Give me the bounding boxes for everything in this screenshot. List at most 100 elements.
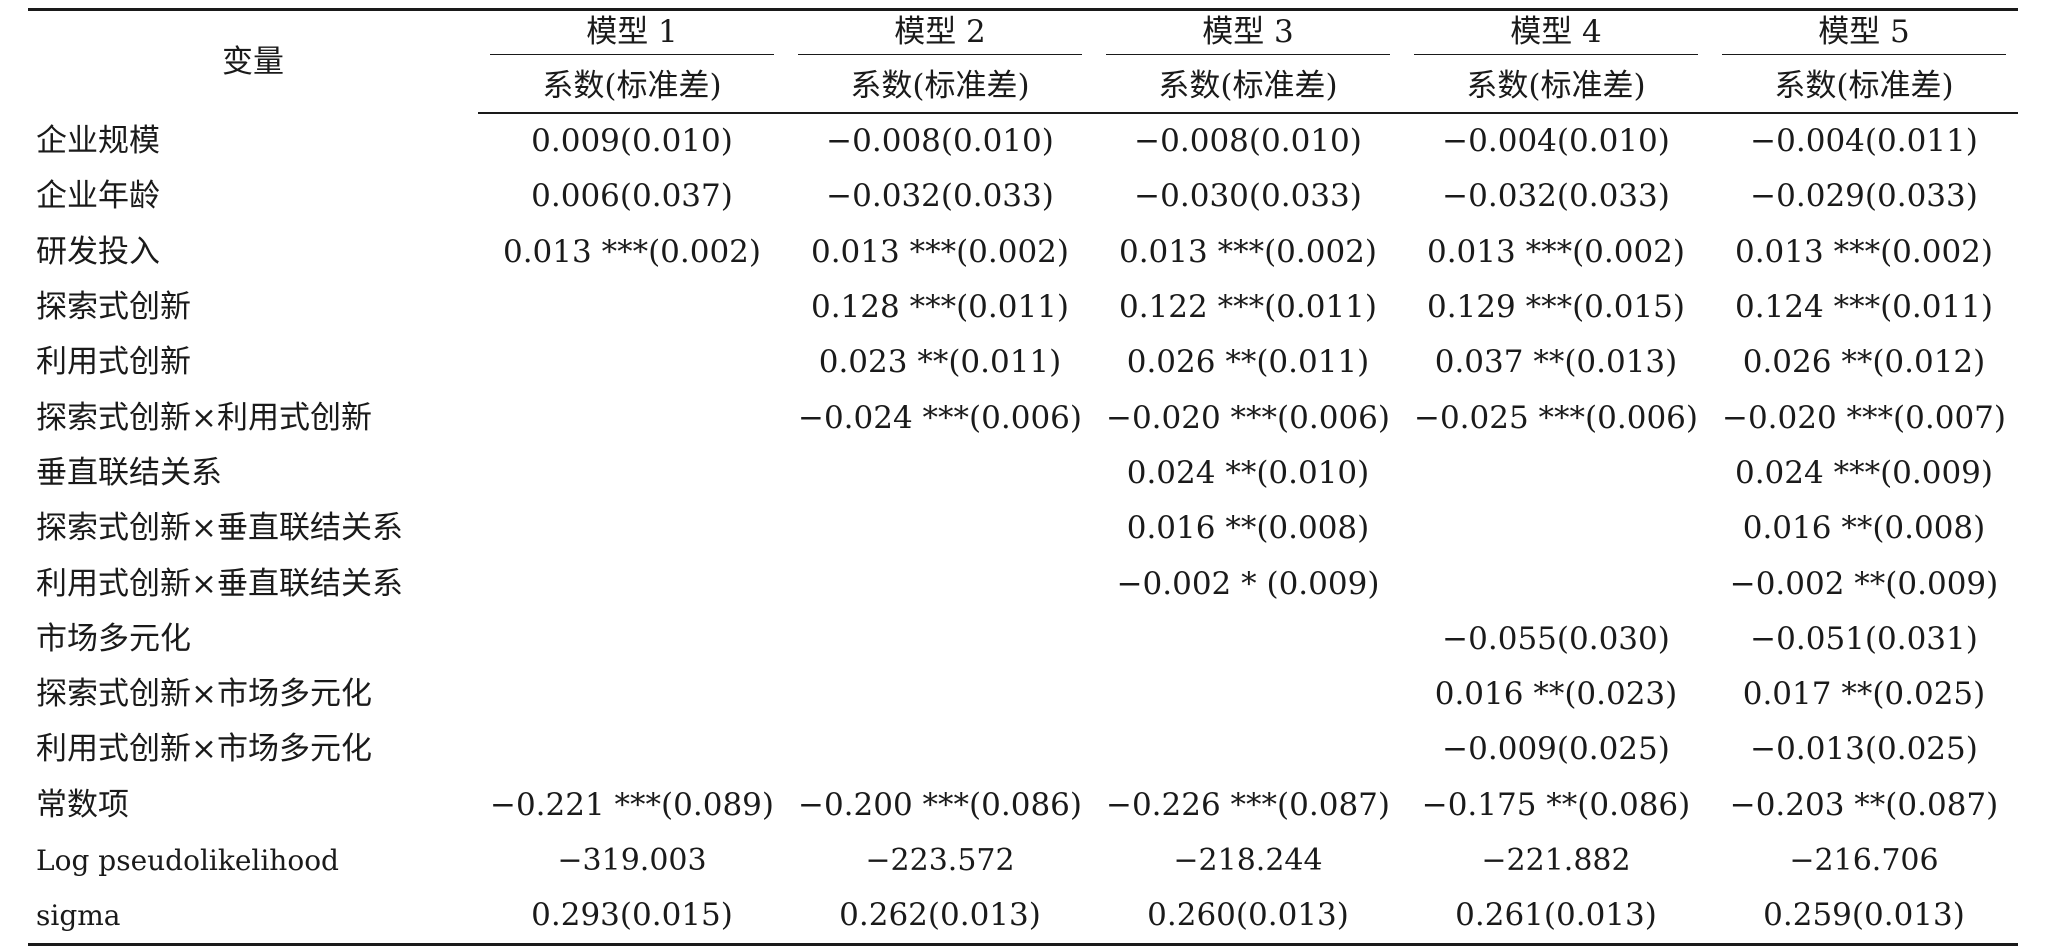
row-label: Log pseudolikelihood <box>36 843 339 877</box>
table-body: 企业规模 0.009(0.010) −0.008(0.010) −0.008(0.01… <box>28 113 2018 946</box>
row-label: 探索式创新 <box>36 289 191 326</box>
table-cell <box>786 722 1094 777</box>
table-cell: −0.024 ***(0.006) <box>797 399 1082 436</box>
table-cell <box>478 446 786 501</box>
table-row: 探索式创新×市场多元化 0.016 **(0.023) 0.017 **(0.025… <box>28 667 2018 722</box>
table-cell: 0.293(0.015) <box>478 888 786 946</box>
model-3-label: 模型 3 <box>1106 17 1390 56</box>
model-2-subheader: 系数(标准差) <box>786 61 1094 114</box>
table-cell: −0.030(0.033) <box>1134 178 1362 215</box>
row-label: 探索式创新×市场多元化 <box>36 676 372 713</box>
model-4-header: 模型 4 <box>1402 8 1710 62</box>
table-cell: −0.013(0.025) <box>1750 731 1978 768</box>
table-cell: −0.020 ***(0.006) <box>1105 399 1390 436</box>
table-cell <box>478 612 786 667</box>
row-label: 垂直联结关系 <box>36 454 222 491</box>
model-1-header: 模型 1 <box>478 8 786 62</box>
table-cell: 0.037 **(0.013) <box>1434 344 1678 381</box>
table-cell: 0.260(0.013) <box>1094 888 1402 946</box>
table-cell: 0.016 **(0.008) <box>1126 510 1370 547</box>
table-row: 垂直联结关系 0.024 **(0.010) 0.024 ***(0.009) <box>28 446 2018 501</box>
table-cell: −0.002 **(0.009) <box>1729 565 1999 602</box>
row-label: 企业规模 <box>36 122 160 159</box>
table-cell: −0.004(0.011) <box>1750 123 1978 160</box>
row-label: 常数项 <box>36 786 129 823</box>
table-row: 利用式创新×垂直联结关系 −0.002 * (0.009) −0.002 **(0.… <box>28 556 2018 611</box>
table-row: 探索式创新×利用式创新 −0.024 ***(0.006) −0.020 ***(0… <box>28 390 2018 445</box>
table-cell: 0.016 **(0.008) <box>1742 510 1986 547</box>
table-cell <box>1402 501 1710 556</box>
table-cell: −0.020 ***(0.007) <box>1721 399 2006 436</box>
table-cell <box>786 556 1094 611</box>
table-cell: 0.017 **(0.025) <box>1742 676 1986 713</box>
table-cell: 0.016 **(0.023) <box>1434 676 1678 713</box>
table-cell <box>478 501 786 556</box>
table-cell: −218.244 <box>1173 842 1323 878</box>
model-4-label: 模型 4 <box>1414 17 1698 56</box>
table-cell: −221.882 <box>1481 842 1631 878</box>
table-cell: 0.024 **(0.010) <box>1126 454 1370 491</box>
table-cell: 0.026 **(0.012) <box>1742 344 1986 381</box>
table-cell: 0.013 ***(0.002) <box>1734 233 1994 270</box>
table-row: 利用式创新×市场多元化 −0.009(0.025) −0.013(0.025) <box>28 722 2018 777</box>
table-cell: 0.013 ***(0.002) <box>810 233 1070 270</box>
table-row: 研发投入 0.013 ***(0.002) 0.013 ***(0.002) 0.01… <box>28 225 2018 280</box>
table-cell: −223.572 <box>865 842 1015 878</box>
table-cell: 0.024 ***(0.009) <box>1734 454 1994 491</box>
table-cell <box>478 556 786 611</box>
table-cell: −0.032(0.033) <box>826 178 1054 215</box>
model-1-subheader: 系数(标准差) <box>478 61 786 114</box>
table-cell <box>478 280 786 335</box>
row-label: 探索式创新×利用式创新 <box>36 399 372 436</box>
table-cell: −0.008(0.010) <box>1134 123 1362 160</box>
row-label: 市场多元化 <box>36 620 191 657</box>
row-label: 企业年龄 <box>36 178 160 215</box>
table-cell: −216.706 <box>1789 842 1939 878</box>
table-cell: −319.003 <box>557 842 707 878</box>
table-row: 企业规模 0.009(0.010) −0.008(0.010) −0.008(0.01… <box>28 113 2018 169</box>
table-cell: 0.026 **(0.011) <box>1126 344 1370 381</box>
row-label: 探索式创新×垂直联结关系 <box>36 510 403 547</box>
table-cell <box>1094 722 1402 777</box>
table-cell <box>786 612 1094 667</box>
table-cell: −0.200 ***(0.086) <box>797 786 1082 823</box>
table-cell: 0.006(0.037) <box>531 178 733 215</box>
table-cell <box>478 667 786 722</box>
table-cell <box>478 335 786 390</box>
table-row: 企业年龄 0.006(0.037) −0.032(0.033) −0.030(0.03… <box>28 169 2018 224</box>
table-cell: 0.128 ***(0.011) <box>810 289 1070 326</box>
table-cell: 0.122 ***(0.011) <box>1118 289 1378 326</box>
table-cell <box>786 501 1094 556</box>
row-label: 利用式创新×垂直联结关系 <box>36 565 403 602</box>
table-cell: −0.004(0.010) <box>1442 123 1670 160</box>
table-row: 常数项 −0.221 ***(0.089) −0.200 ***(0.086) −0.… <box>28 778 2018 833</box>
table-cell <box>786 667 1094 722</box>
table-cell: −0.029(0.033) <box>1750 178 1978 215</box>
table-cell: 0.013 ***(0.002) <box>502 233 762 270</box>
table-cell: −0.032(0.033) <box>1442 178 1670 215</box>
table-cell: −0.051(0.031) <box>1750 620 1978 657</box>
header-row-subheads: 系数(标准差) 系数(标准差) 系数(标准差) 系数(标准差) 系数(标准差) <box>28 61 2018 114</box>
table-cell: −0.203 **(0.087) <box>1729 786 1999 823</box>
table-cell <box>478 722 786 777</box>
table-cell <box>1402 556 1710 611</box>
table-cell: −0.009(0.025) <box>1442 731 1670 768</box>
table-cell: 0.013 ***(0.002) <box>1426 233 1686 270</box>
table-row: 利用式创新 0.023 **(0.011) 0.026 **(0.011) 0.037… <box>28 335 2018 390</box>
header-row-models: 变量 模型 1 模型 2 模型 3 模型 4 模型 5 <box>28 8 2018 113</box>
table-cell <box>1094 612 1402 667</box>
table-cell: 0.259(0.013) <box>1710 888 2018 946</box>
table-row: 探索式创新 0.128 ***(0.011) 0.122 ***(0.011) 0.1… <box>28 280 2018 335</box>
row-label: 研发投入 <box>36 233 160 270</box>
row-label: sigma <box>28 888 478 946</box>
table-cell: 0.023 **(0.011) <box>818 344 1062 381</box>
table-cell: −0.175 **(0.086) <box>1421 786 1691 823</box>
table-cell <box>1094 667 1402 722</box>
model-2-label: 模型 2 <box>798 17 1082 56</box>
model-5-subheader: 系数(标准差) <box>1710 61 2018 114</box>
table-cell: 0.013 ***(0.002) <box>1118 233 1378 270</box>
model-3-header: 模型 3 <box>1094 8 1402 62</box>
model-2-header: 模型 2 <box>786 8 1094 62</box>
table-cell: −0.221 ***(0.089) <box>489 786 774 823</box>
